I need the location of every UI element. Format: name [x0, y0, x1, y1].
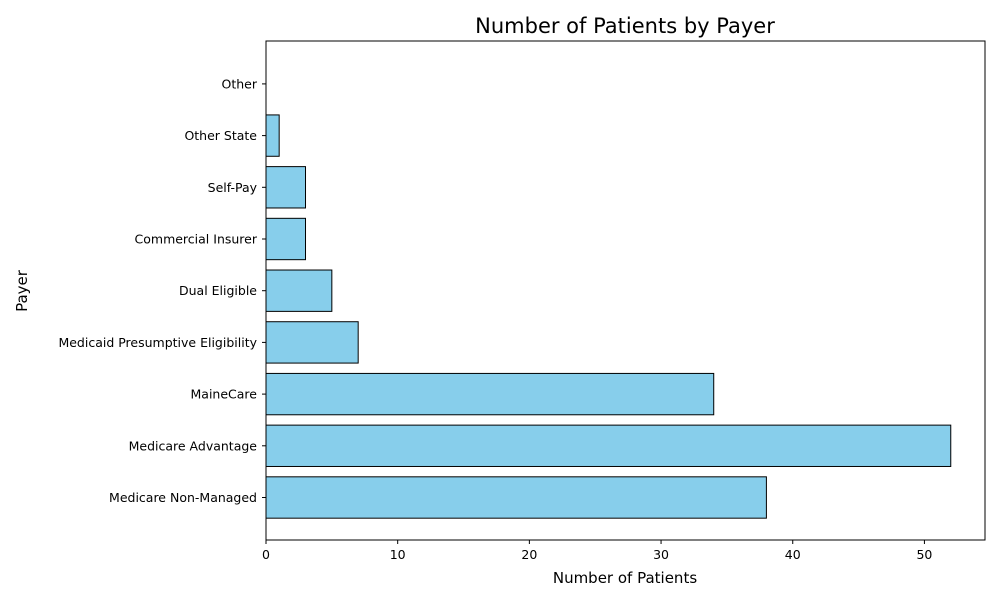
y-tick-label: Dual Eligible	[179, 283, 257, 298]
x-tick-label: 0	[262, 547, 270, 562]
x-axis-title: Number of Patients	[553, 569, 697, 587]
y-tick-label: Commercial Insurer	[135, 232, 258, 247]
y-tick-label: Self-Pay	[208, 180, 258, 195]
x-tick-label: 30	[653, 547, 669, 562]
y-axis-ticks: Medicare Non-Managed Medicare Advantage Ma…	[58, 76, 266, 505]
y-tick-label: Medicaid Presumptive Eligibility	[58, 335, 257, 350]
bar	[265, 372, 715, 416]
bar	[265, 217, 307, 261]
y-tick-label: Other State	[184, 128, 257, 143]
x-tick-label: 50	[916, 547, 932, 562]
bars-layer	[265, 114, 952, 519]
x-tick-label: 10	[390, 547, 406, 562]
x-tick-label: 40	[785, 547, 801, 562]
plot-area-frame	[265, 40, 986, 541]
bar	[265, 114, 280, 157]
bar	[265, 269, 333, 312]
y-tick-label: MaineCare	[191, 387, 258, 402]
x-tick-label: 20	[521, 547, 537, 562]
x-axis-ticks: 0 10 20 30 40 50	[262, 540, 932, 562]
y-tick-label: Other	[222, 76, 258, 91]
y-axis-title: Payer	[13, 269, 31, 312]
bar	[265, 476, 767, 519]
bar	[265, 321, 359, 364]
bar	[265, 424, 952, 467]
bar	[265, 166, 307, 209]
y-tick-label: Medicare Advantage	[129, 438, 258, 453]
chart-title: Number of Patients by Payer	[475, 14, 775, 38]
y-tick-label: Medicare Non-Managed	[109, 490, 257, 505]
